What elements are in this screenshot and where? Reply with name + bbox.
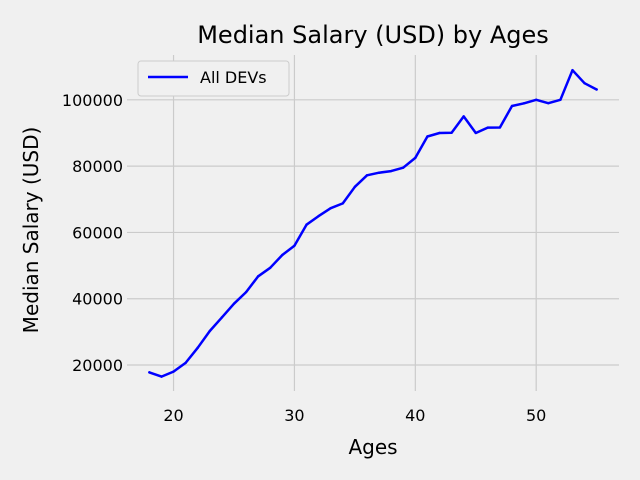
data-point <box>474 131 477 135</box>
x-tick-label: 30 <box>284 406 304 425</box>
legend-box <box>137 60 290 97</box>
data-point <box>172 370 175 373</box>
data-point <box>220 316 224 319</box>
data-point <box>208 329 212 333</box>
data-point <box>377 171 381 174</box>
legend: All DEVs <box>137 60 290 97</box>
x-tick-label: 20 <box>163 406 183 425</box>
data-point <box>317 214 320 218</box>
data-point <box>329 206 332 210</box>
x-tick-label: 40 <box>405 406 425 425</box>
data-point <box>269 266 272 270</box>
data-point <box>438 131 441 135</box>
data-point <box>559 98 562 102</box>
data-point <box>365 174 369 177</box>
data-point <box>426 135 429 138</box>
data-point <box>522 102 526 105</box>
series-line <box>148 68 598 378</box>
y-tick-label: 20000 <box>72 356 123 375</box>
chart-title: Median Salary (USD) by Ages <box>197 21 549 49</box>
y-axis-title: Median Salary (USD) <box>19 127 43 334</box>
y-tick-label: 100000 <box>62 91 123 110</box>
data-point <box>389 169 393 173</box>
series-layer <box>148 68 598 378</box>
data-point <box>450 131 453 134</box>
data-point <box>498 126 502 129</box>
data-point <box>583 82 586 85</box>
data-point <box>196 346 199 349</box>
data-point <box>414 156 417 160</box>
tick-layer: 20 30 40 50 20000 40000 60000 80000 100000 <box>62 91 546 425</box>
grid-layer <box>127 55 619 391</box>
data-point <box>184 361 187 365</box>
data-point <box>595 88 598 91</box>
y-tick-label: 60000 <box>72 223 123 242</box>
data-point <box>232 302 236 305</box>
y-tick-label: 40000 <box>72 290 123 309</box>
data-point <box>244 290 248 294</box>
data-point <box>293 244 296 247</box>
data-point <box>256 275 260 278</box>
data-point <box>534 98 538 102</box>
data-point <box>510 104 514 108</box>
x-tick-label: 50 <box>526 406 546 425</box>
data-point <box>547 101 550 105</box>
data-point <box>160 375 163 378</box>
data-point <box>462 115 465 118</box>
legend-label: All DEVs <box>200 68 267 87</box>
data-point <box>353 185 357 189</box>
y-tick-label: 80000 <box>72 157 123 176</box>
data-point <box>571 69 574 72</box>
data-point <box>305 223 308 226</box>
data-point <box>402 166 405 169</box>
data-point <box>281 253 284 257</box>
data-point <box>148 371 151 374</box>
x-axis-title: Ages <box>348 435 397 459</box>
data-point <box>486 126 490 129</box>
data-point <box>341 202 344 205</box>
